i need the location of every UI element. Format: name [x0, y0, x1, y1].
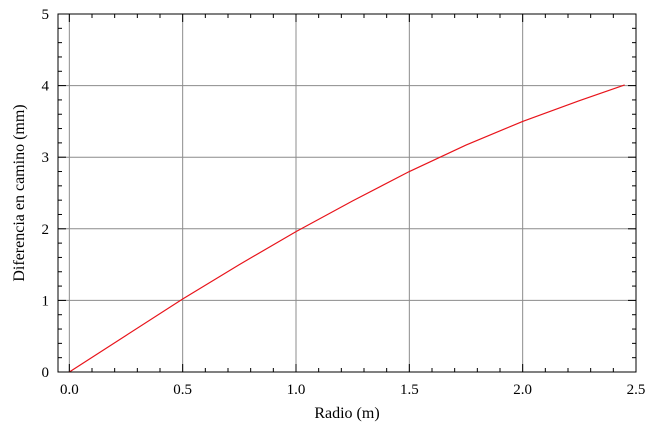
y-tick-label: 4: [42, 79, 50, 95]
y-tick-label: 0: [42, 365, 50, 381]
x-tick-labels: 0.0 0.5 1.0 1.5 2.0 2.5: [60, 382, 645, 398]
minor-ticks: [58, 14, 636, 372]
x-tick-label: 0.5: [173, 382, 192, 398]
y-tick-label: 2: [42, 222, 50, 238]
x-tick-label: 0.0: [60, 382, 79, 398]
major-ticks: [58, 13, 637, 373]
x-tick-label: 1.5: [400, 382, 419, 398]
x-tick-label: 1.0: [287, 382, 306, 398]
series-line: [69, 84, 625, 373]
x-tick-label: 2.0: [513, 382, 532, 398]
y-tick-label: 5: [42, 7, 50, 23]
x-axis-label: Radio (m): [314, 405, 379, 422]
y-tick-labels: 0 1 2 3 4 5: [42, 7, 50, 381]
grid-lines: [58, 14, 636, 372]
series-group: [69, 84, 625, 373]
y-axis-label: Diferencia en camino (mm): [11, 104, 28, 281]
plot-frame: [57, 13, 637, 373]
x-tick-label: 2.5: [627, 382, 646, 398]
y-tick-label: 1: [42, 293, 50, 309]
y-tick-label: 3: [42, 150, 50, 166]
